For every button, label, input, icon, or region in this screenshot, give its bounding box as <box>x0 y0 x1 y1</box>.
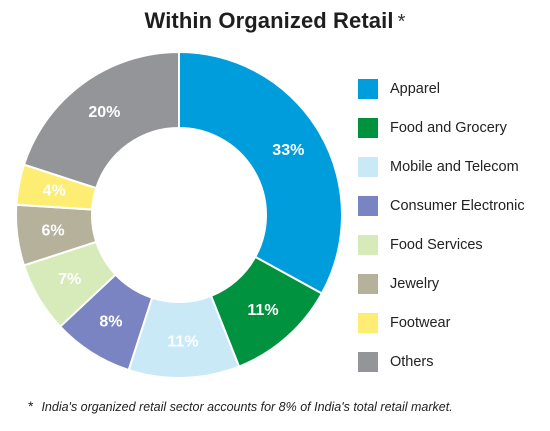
data-label-apparel: 33% <box>272 142 304 159</box>
legend-item-consumer-electronic: Consumer Electronic <box>358 187 548 226</box>
legend-swatch-jewelry <box>358 273 378 294</box>
legend-swatch-others <box>358 351 378 372</box>
data-label-consumer-electronic: 8% <box>99 314 122 331</box>
footnote-asterisk: * <box>28 398 34 414</box>
legend-item-food-and-grocery: Food and Grocery <box>358 109 548 148</box>
chart-title: Within Organized Retail * <box>0 8 550 34</box>
legend-item-jewelry: Jewelry <box>358 264 548 303</box>
legend-swatch-apparel <box>358 79 378 100</box>
data-label-jewelry: 6% <box>41 222 64 239</box>
slice-others <box>22 50 180 190</box>
legend-label-food-services: Food Services <box>390 237 483 253</box>
footnote: * India's organized retail sector account… <box>28 398 453 414</box>
legend-label-footwear: Footwear <box>390 314 451 331</box>
data-label-food-services: 7% <box>58 271 81 288</box>
legend-swatch-food-services <box>358 235 378 255</box>
data-label-footwear: 4% <box>43 183 66 200</box>
chart-legend: Apparel Food and Grocery Mobile and Teleco… <box>358 70 548 381</box>
legend-item-others: Others <box>358 342 548 381</box>
legend-label-others: Others <box>390 353 434 370</box>
legend-swatch-consumer-electronic <box>358 196 378 217</box>
legend-label-jewelry: Jewelry <box>390 275 440 292</box>
data-label-mobile-and-telecom: 11% <box>167 333 198 350</box>
chart-title-text: Within Organized Retail <box>144 8 394 33</box>
legend-item-apparel: Apparel <box>358 70 548 109</box>
data-label-others: 20% <box>88 104 120 121</box>
legend-label-food-and-grocery: Food and Grocery <box>390 120 507 137</box>
legend-item-footwear: Footwear <box>358 303 548 342</box>
legend-label-consumer-electronic: Consumer Electronic <box>390 198 525 215</box>
legend-swatch-mobile-and-telecom <box>358 157 378 178</box>
legend-item-food-services: Food Services <box>358 226 548 265</box>
legend-label-apparel: Apparel <box>390 81 440 98</box>
legend-swatch-food-and-grocery <box>358 118 378 139</box>
legend-swatch-footwear <box>358 312 378 333</box>
title-asterisk: * <box>397 11 406 33</box>
data-label-food-and-grocery: 11% <box>247 302 278 319</box>
legend-item-mobile-and-telecom: Mobile and Telecom <box>358 148 548 187</box>
slice-apparel <box>178 50 343 295</box>
legend-label-mobile-and-telecom: Mobile and Telecom <box>390 159 519 176</box>
footnote-text: India's organized retail sector accounts… <box>41 400 453 414</box>
